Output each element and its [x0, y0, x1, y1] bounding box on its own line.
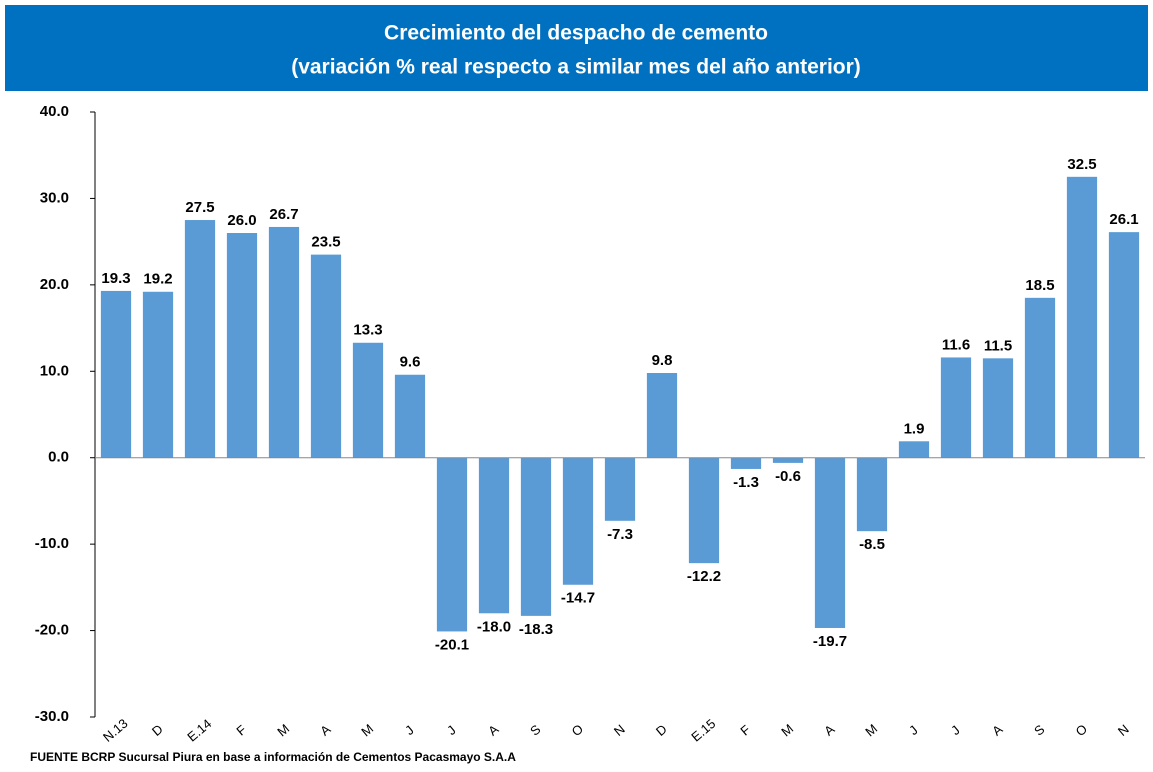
value-label: 11.5 [984, 337, 1012, 354]
x-tick-label: F [233, 722, 249, 739]
bar [352, 342, 384, 458]
value-label: -1.3 [733, 474, 759, 491]
x-tick-label: M [778, 721, 796, 739]
bar [142, 291, 174, 458]
x-tick-label: M [862, 721, 880, 739]
bar [940, 357, 972, 458]
x-tick-label: E.15 [688, 716, 718, 745]
value-label: -14.7 [561, 590, 595, 607]
title-banner [5, 5, 1148, 91]
value-label: -12.2 [687, 568, 721, 585]
bar [310, 254, 342, 458]
value-label: 26.7 [269, 206, 298, 223]
value-label: 26.0 [227, 212, 256, 229]
value-label: 19.3 [101, 270, 130, 287]
bar [478, 457, 510, 614]
x-tick-label: A [821, 721, 838, 738]
value-label: 26.1 [1109, 211, 1138, 228]
x-tick-label: D [149, 721, 166, 739]
value-label: 1.9 [904, 420, 925, 437]
bar [982, 358, 1014, 458]
bar [1024, 297, 1056, 458]
bar [688, 457, 720, 564]
x-tick-label: E.14 [184, 716, 214, 745]
x-tick-label: F [737, 722, 753, 739]
bar [856, 457, 888, 532]
source-note: FUENTE BCRP Sucursal Piura en base a inf… [30, 750, 516, 764]
value-label: 9.6 [400, 354, 421, 371]
chart-title: Crecimiento del despacho de cemento [384, 22, 768, 45]
bar [394, 374, 426, 458]
bar [604, 457, 636, 521]
value-label: 13.3 [353, 322, 382, 339]
bar [100, 290, 132, 458]
x-tick-label: J [906, 722, 921, 738]
bar [1066, 176, 1098, 458]
y-tick-label: -10.0 [35, 535, 69, 552]
value-label: -18.0 [477, 618, 511, 635]
bar [226, 233, 258, 458]
bar [730, 457, 762, 469]
x-tick-label: N.13 [100, 716, 131, 745]
x-tick-label: A [485, 721, 502, 738]
x-tick-label: J [948, 722, 963, 738]
bar [898, 441, 930, 458]
y-tick-label: 10.0 [40, 362, 69, 379]
value-label: 18.5 [1025, 277, 1054, 294]
x-tick-label: N [1115, 721, 1132, 739]
x-tick-label: A [989, 721, 1006, 738]
value-label: -18.3 [519, 621, 553, 638]
value-label: 27.5 [185, 199, 214, 216]
value-label: 23.5 [311, 234, 340, 251]
bar [814, 457, 846, 628]
x-tick-label: J [444, 722, 459, 738]
x-tick-label: S [527, 721, 544, 738]
bar [184, 220, 216, 458]
y-tick-label: -20.0 [35, 622, 69, 639]
x-tick-label: O [1073, 721, 1090, 739]
value-label: -7.3 [607, 526, 633, 543]
bar [436, 457, 468, 632]
y-tick-label: 20.0 [40, 276, 69, 293]
x-tick-label: S [1031, 721, 1048, 738]
bar [772, 457, 804, 463]
value-label: -8.5 [859, 536, 885, 553]
bar [562, 457, 594, 585]
value-label: 19.2 [143, 271, 172, 288]
value-label: 9.8 [652, 352, 673, 369]
bar [520, 457, 552, 616]
value-label: 32.5 [1067, 156, 1096, 173]
x-tick-label: O [569, 721, 586, 739]
value-label: 11.6 [942, 336, 970, 353]
x-tick-label: J [402, 722, 417, 738]
x-tick-label: M [274, 721, 292, 739]
x-tick-label: A [317, 721, 334, 738]
value-label: -19.7 [813, 633, 847, 650]
x-tick-label: N [611, 721, 628, 739]
y-tick-label: 30.0 [40, 189, 69, 206]
x-tick-label: D [653, 721, 670, 739]
value-label: -20.1 [435, 636, 469, 653]
y-tick-label: 40.0 [40, 103, 69, 120]
bar [1108, 232, 1140, 458]
y-tick-label: -30.0 [35, 708, 69, 725]
x-tick-label: M [358, 721, 376, 739]
y-tick-label: 0.0 [48, 449, 69, 466]
value-label: -0.6 [775, 468, 801, 485]
bar [646, 373, 678, 458]
bar [268, 226, 300, 458]
chart-subtitle: (variación % real respecto a similar mes… [291, 56, 861, 79]
